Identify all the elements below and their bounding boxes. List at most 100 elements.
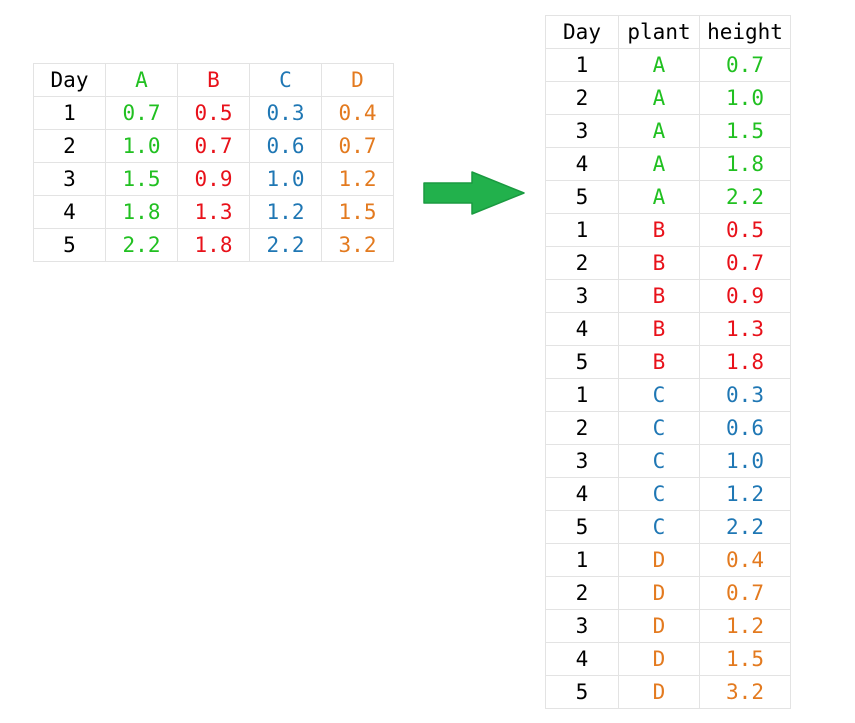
height-cell-c: 0.6 bbox=[249, 129, 322, 163]
plant-cell: A bbox=[618, 48, 700, 82]
height-cell: 1.5 bbox=[699, 642, 791, 676]
height-cell: 0.3 bbox=[699, 378, 791, 412]
height-cell-c: 0.3 bbox=[249, 96, 322, 130]
day-cell: 1 bbox=[545, 543, 619, 577]
long-table-header-row: Day plant height bbox=[545, 15, 791, 49]
plant-cell: B bbox=[618, 279, 700, 313]
table-row: 4 1.8 1.3 1.2 1.5 bbox=[33, 195, 394, 229]
table-row: 3 D 1.2 bbox=[545, 609, 791, 643]
plant-cell: D bbox=[618, 543, 700, 577]
plant-cell: A bbox=[618, 81, 700, 115]
height-cell-b: 0.9 bbox=[177, 162, 250, 196]
day-cell: 2 bbox=[545, 246, 619, 280]
wide-header-day: Day bbox=[33, 63, 106, 97]
height-cell: 0.9 bbox=[699, 279, 791, 313]
day-cell: 2 bbox=[545, 576, 619, 610]
table-row: 5 B 1.8 bbox=[545, 345, 791, 379]
day-cell: 5 bbox=[33, 228, 106, 262]
long-header-plant: plant bbox=[618, 15, 700, 49]
height-cell: 1.2 bbox=[699, 477, 791, 511]
day-cell: 4 bbox=[545, 642, 619, 676]
height-cell-d: 3.2 bbox=[321, 228, 394, 262]
plant-cell: A bbox=[618, 180, 700, 214]
wide-format-table: Day A B C D 1 0.7 0.5 0.3 0.4 2 1.0 0.7 … bbox=[33, 63, 394, 262]
table-row: 2 B 0.7 bbox=[545, 246, 791, 280]
long-header-height: height bbox=[699, 15, 791, 49]
plant-cell: C bbox=[618, 444, 700, 478]
height-cell-b: 1.8 bbox=[177, 228, 250, 262]
wide-table-header-row: Day A B C D bbox=[33, 63, 394, 97]
day-cell: 3 bbox=[545, 279, 619, 313]
table-row: 1 B 0.5 bbox=[545, 213, 791, 247]
plant-cell: B bbox=[618, 213, 700, 247]
table-row: 5 C 2.2 bbox=[545, 510, 791, 544]
plant-cell: C bbox=[618, 510, 700, 544]
height-cell-a: 1.5 bbox=[105, 162, 178, 196]
long-format-table: Day plant height 1 A 0.7 2 A 1.0 3 A 1.5 4 A 1.8 5 A 2… bbox=[545, 15, 791, 709]
height-cell: 1.8 bbox=[699, 345, 791, 379]
day-cell: 1 bbox=[33, 96, 106, 130]
height-cell: 1.5 bbox=[699, 114, 791, 148]
wide-header-plant-b: B bbox=[177, 63, 250, 97]
day-cell: 3 bbox=[545, 444, 619, 478]
height-cell: 0.5 bbox=[699, 213, 791, 247]
day-cell: 4 bbox=[545, 312, 619, 346]
height-cell: 0.6 bbox=[699, 411, 791, 445]
long-header-day: Day bbox=[545, 15, 619, 49]
table-row: 2 D 0.7 bbox=[545, 576, 791, 610]
table-row: 1 A 0.7 bbox=[545, 48, 791, 82]
height-cell-b: 0.7 bbox=[177, 129, 250, 163]
table-row: 2 C 0.6 bbox=[545, 411, 791, 445]
height-cell-c: 1.0 bbox=[249, 162, 322, 196]
height-cell-b: 1.3 bbox=[177, 195, 250, 229]
table-row: 4 C 1.2 bbox=[545, 477, 791, 511]
day-cell: 1 bbox=[545, 48, 619, 82]
table-row: 3 B 0.9 bbox=[545, 279, 791, 313]
arrow-shape bbox=[423, 171, 525, 215]
day-cell: 5 bbox=[545, 180, 619, 214]
wide-header-plant-a: A bbox=[105, 63, 178, 97]
plant-cell: A bbox=[618, 114, 700, 148]
day-cell: 4 bbox=[545, 147, 619, 181]
plant-cell: D bbox=[618, 609, 700, 643]
plant-cell: C bbox=[618, 378, 700, 412]
day-cell: 1 bbox=[545, 213, 619, 247]
day-cell: 5 bbox=[545, 345, 619, 379]
plant-cell: B bbox=[618, 345, 700, 379]
day-cell: 3 bbox=[545, 609, 619, 643]
height-cell-a: 1.8 bbox=[105, 195, 178, 229]
table-row: 2 A 1.0 bbox=[545, 81, 791, 115]
height-cell: 0.7 bbox=[699, 48, 791, 82]
height-cell: 1.2 bbox=[699, 609, 791, 643]
day-cell: 5 bbox=[545, 675, 619, 709]
plant-cell: C bbox=[618, 411, 700, 445]
day-cell: 3 bbox=[33, 162, 106, 196]
height-cell-d: 0.4 bbox=[321, 96, 394, 130]
height-cell: 1.3 bbox=[699, 312, 791, 346]
table-row: 1 0.7 0.5 0.3 0.4 bbox=[33, 96, 394, 130]
plant-cell: D bbox=[618, 642, 700, 676]
table-row: 5 A 2.2 bbox=[545, 180, 791, 214]
table-row: 1 C 0.3 bbox=[545, 378, 791, 412]
day-cell: 4 bbox=[545, 477, 619, 511]
day-cell: 2 bbox=[33, 129, 106, 163]
table-row: 2 1.0 0.7 0.6 0.7 bbox=[33, 129, 394, 163]
table-row: 4 D 1.5 bbox=[545, 642, 791, 676]
right-arrow-icon bbox=[423, 171, 525, 215]
table-row: 5 2.2 1.8 2.2 3.2 bbox=[33, 228, 394, 262]
day-cell: 5 bbox=[545, 510, 619, 544]
plant-cell: A bbox=[618, 147, 700, 181]
height-cell-d: 1.2 bbox=[321, 162, 394, 196]
height-cell-d: 1.5 bbox=[321, 195, 394, 229]
height-cell-c: 2.2 bbox=[249, 228, 322, 262]
table-row: 3 A 1.5 bbox=[545, 114, 791, 148]
height-cell-c: 1.2 bbox=[249, 195, 322, 229]
day-cell: 4 bbox=[33, 195, 106, 229]
height-cell: 2.2 bbox=[699, 180, 791, 214]
height-cell: 0.4 bbox=[699, 543, 791, 577]
height-cell: 1.8 bbox=[699, 147, 791, 181]
table-row: 5 D 3.2 bbox=[545, 675, 791, 709]
plant-cell: B bbox=[618, 312, 700, 346]
height-cell-b: 0.5 bbox=[177, 96, 250, 130]
day-cell: 2 bbox=[545, 81, 619, 115]
